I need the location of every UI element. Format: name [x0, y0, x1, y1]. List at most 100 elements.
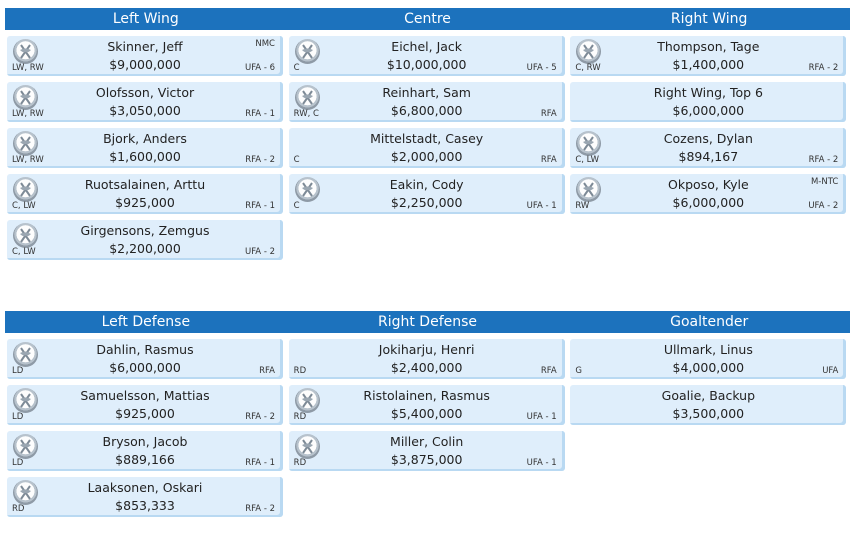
player-card[interactable]: Right Wing, Top 6 $6,000,000 — [570, 82, 847, 122]
player-card[interactable]: Thompson, Tage $1,400,000 C, RW RFA - 2 — [570, 36, 847, 76]
player-card[interactable]: Bjork, Anders $1,600,000 LW, RW RFA - 2 — [7, 128, 283, 168]
player-card[interactable]: Ruotsalainen, Arttu $925,000 C, LW RFA - 1 — [7, 174, 283, 214]
player-position: RD — [293, 366, 307, 376]
contract-status: UFA - 1 — [526, 412, 557, 422]
player-salary: $1,400,000 — [672, 57, 745, 72]
sabres-logo-icon — [13, 177, 38, 202]
player-name[interactable]: Thompson, Tage — [657, 39, 760, 54]
contract-status: UFA - 2 — [808, 201, 839, 211]
player-name[interactable]: Bjork, Anders — [103, 131, 187, 146]
header-left-defense: Left Defense — [101, 314, 191, 330]
sabres-logo-icon — [294, 85, 320, 110]
contract-status: UFA - 2 — [244, 247, 275, 257]
contract-status: RFA — [259, 366, 275, 376]
player-card[interactable]: Laaksonen, Oskari $853,333 RD RFA - 2 — [7, 477, 283, 517]
player-salary: $3,050,000 — [109, 103, 181, 118]
player-position: C, RW — [575, 63, 601, 73]
contract-status: UFA - 6 — [244, 63, 275, 73]
player-card[interactable]: Jokiharju, Henri $2,400,000 RD RFA — [288, 339, 565, 379]
player-card[interactable]: Eakin, Cody $2,250,000 C UFA - 1 — [288, 174, 565, 214]
player-salary: $2,200,000 — [109, 241, 181, 256]
player-card[interactable]: Bryson, Jacob $889,166 LD RFA - 1 — [7, 431, 283, 471]
player-position: LD — [12, 366, 24, 376]
forwards-section: Left Wing Centre Right Wing Skinner, Jef… — [5, 8, 850, 266]
player-name[interactable]: Miller, Colin — [390, 434, 464, 449]
player-name[interactable]: Bryson, Jacob — [102, 434, 188, 449]
player-name[interactable]: Ullmark, Linus — [663, 342, 753, 357]
sabres-logo-icon — [13, 480, 38, 505]
player-salary: $10,000,000 — [386, 57, 467, 72]
player-position: C — [293, 63, 300, 73]
right-defense-column: Jokiharju, Henri $2,400,000 RD RFA Ristolain… — [287, 339, 569, 523]
player-salary: $3,875,000 — [390, 452, 463, 467]
player-card[interactable]: Eichel, Jack $10,000,000 C UFA - 5 — [288, 36, 565, 76]
player-position: LW, RW — [12, 63, 44, 73]
sabres-logo-icon — [294, 434, 320, 459]
defense-header: Left Defense Right Defense Goaltender — [5, 311, 850, 333]
player-card[interactable]: Okposo, Kyle $6,000,000 RW UFA - 2 M-NTC — [570, 174, 847, 214]
contract-status: RFA - 2 — [245, 155, 275, 165]
player-name[interactable]: Ristolainen, Rasmus — [363, 388, 490, 403]
player-position: RW, C — [293, 109, 319, 119]
player-name[interactable]: Laaksonen, Oskari — [87, 480, 203, 495]
player-card[interactable]: Goalie, Backup $3,500,000 — [570, 385, 847, 425]
player-name[interactable]: Cozens, Dylan — [663, 131, 753, 146]
player-card[interactable]: Samuelsson, Mattias $925,000 LD RFA - 2 — [7, 385, 283, 425]
player-salary: $853,333 — [115, 498, 175, 513]
sabres-logo-icon — [13, 434, 38, 459]
player-salary: $925,000 — [115, 195, 175, 210]
player-name[interactable]: Okposo, Kyle — [668, 177, 749, 192]
player-name[interactable]: Girgensons, Zemgus — [80, 223, 210, 238]
player-card[interactable]: Ristolainen, Rasmus $5,400,000 RD UFA - 1 — [288, 385, 565, 425]
player-name[interactable]: Eichel, Jack — [391, 39, 463, 54]
player-name[interactable]: Eakin, Cody — [389, 177, 464, 192]
player-card[interactable]: Dahlin, Rasmus $6,000,000 LD RFA — [7, 339, 283, 379]
contract-status: RFA — [540, 109, 557, 119]
player-name[interactable]: Dahlin, Rasmus — [96, 342, 194, 357]
sabres-logo-icon — [576, 39, 602, 64]
sabres-logo-icon — [294, 39, 320, 64]
player-card[interactable]: Olofsson, Victor $3,050,000 LW, RW RFA - 1 — [7, 82, 283, 122]
player-position: C, LW — [12, 247, 36, 257]
goaltender-column: Ullmark, Linus $4,000,000 G UFA Goalie, Back… — [568, 339, 850, 523]
player-name[interactable]: Jokiharju, Henri — [378, 342, 475, 357]
contract-status: UFA - 5 — [526, 63, 557, 73]
header-right-defense: Right Defense — [377, 314, 478, 330]
player-name[interactable]: Olofsson, Victor — [95, 85, 195, 100]
right-wing-column: Thompson, Tage $1,400,000 C, RW RFA - 2 Righ… — [568, 36, 850, 266]
player-name[interactable]: Right Wing, Top 6 — [653, 85, 763, 100]
player-name[interactable]: Ruotsalainen, Arttu — [84, 177, 206, 192]
header-goaltender: Goaltender — [670, 314, 749, 330]
player-card[interactable]: Cozens, Dylan $894,167 C, LW RFA - 2 — [570, 128, 847, 168]
contract-status: RFA - 2 — [245, 504, 275, 514]
player-card[interactable]: Miller, Colin $3,875,000 RD UFA - 1 — [288, 431, 565, 471]
left-defense-column: Dahlin, Rasmus $6,000,000 LD RFA Samuelsson,… — [5, 339, 287, 523]
player-name[interactable]: Goalie, Backup — [661, 388, 756, 403]
player-name[interactable]: Skinner, Jeff — [107, 39, 183, 54]
header-centre: Centre — [404, 11, 451, 27]
player-position: C — [293, 155, 300, 165]
player-position: C, LW — [12, 201, 36, 211]
player-name[interactable]: Mittelstadt, Casey — [370, 131, 484, 146]
player-position: LW, RW — [12, 155, 44, 165]
player-salary: $9,000,000 — [109, 57, 181, 72]
player-card[interactable]: Girgensons, Zemgus $2,200,000 C, LW UFA - 2 — [7, 220, 283, 260]
player-salary: $889,166 — [115, 452, 175, 467]
player-card[interactable]: Reinhart, Sam $6,800,000 RW, C RFA — [288, 82, 565, 122]
sabres-logo-icon — [294, 177, 320, 202]
player-salary: $894,167 — [678, 149, 739, 164]
player-card[interactable]: Skinner, Jeff $9,000,000 LW, RW UFA - 6 NMC — [7, 36, 283, 76]
contract-status: RFA - 1 — [245, 458, 275, 468]
player-position: C, LW — [575, 155, 600, 165]
contract-status: RFA - 2 — [808, 63, 839, 73]
player-name[interactable]: Reinhart, Sam — [382, 85, 471, 100]
sabres-logo-icon — [13, 342, 38, 367]
player-salary: $925,000 — [115, 406, 175, 421]
sabres-logo-icon — [13, 85, 38, 110]
player-card[interactable]: Ullmark, Linus $4,000,000 G UFA — [570, 339, 847, 379]
player-name[interactable]: Samuelsson, Mattias — [80, 388, 210, 403]
player-salary: $6,000,000 — [672, 195, 745, 210]
player-position: RD — [12, 504, 25, 514]
player-card[interactable]: Mittelstadt, Casey $2,000,000 C RFA — [288, 128, 565, 168]
player-salary: $4,000,000 — [672, 360, 745, 375]
